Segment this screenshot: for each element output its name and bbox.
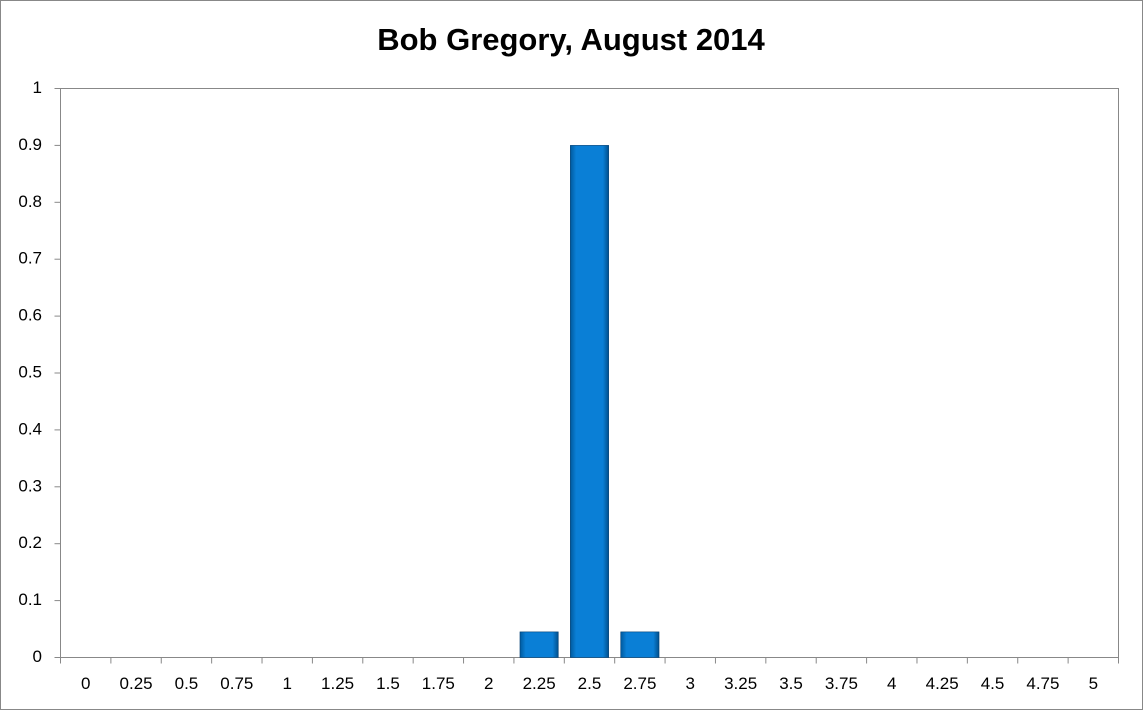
y-tick-label: 0.1: [18, 590, 42, 609]
x-tick-label: 5: [1089, 674, 1098, 693]
bar: [620, 631, 660, 658]
x-tick-label: 2.25: [523, 674, 556, 693]
y-tick-label: 0.8: [18, 192, 42, 211]
chart-title: Bob Gregory, August 2014: [377, 22, 765, 57]
x-tick-label: 3.75: [825, 674, 858, 693]
y-tick-label: 1: [33, 78, 42, 97]
x-tick-label: 4: [887, 674, 896, 693]
x-tick-label: 3.25: [724, 674, 757, 693]
x-tick-label: 0.25: [120, 674, 153, 693]
x-tick-label: 1.5: [376, 674, 400, 693]
bar: [570, 145, 609, 658]
y-tick-label: 0.4: [18, 419, 42, 438]
x-tick-label: 0.75: [220, 674, 253, 693]
y-tick-label: 0: [33, 647, 42, 666]
x-tick-label: 1.75: [422, 674, 455, 693]
x-tick-label: 4.75: [1026, 674, 1059, 693]
x-tick-label: 2: [484, 674, 493, 693]
y-tick-label: 0.6: [18, 306, 42, 325]
y-tick-label: 0.7: [18, 249, 42, 268]
x-tick-label: 3: [686, 674, 695, 693]
x-tick-label: 1.25: [321, 674, 354, 693]
x-tick-label: 4.5: [981, 674, 1005, 693]
y-tick-label: 0.2: [18, 533, 42, 552]
y-tick-label: 0.9: [18, 135, 42, 154]
x-tick-label: 0.5: [175, 674, 199, 693]
x-tick-label: 4.25: [926, 674, 959, 693]
x-tick-label: 0: [81, 674, 90, 693]
bar: [519, 631, 559, 658]
x-tick-label: 1: [282, 674, 291, 693]
x-tick-label: 2.5: [578, 674, 602, 693]
y-tick-label: 0.5: [18, 362, 42, 381]
x-tick-label: 3.5: [779, 674, 803, 693]
x-tick-label: 2.75: [623, 674, 656, 693]
y-tick-label: 0.3: [18, 476, 42, 495]
